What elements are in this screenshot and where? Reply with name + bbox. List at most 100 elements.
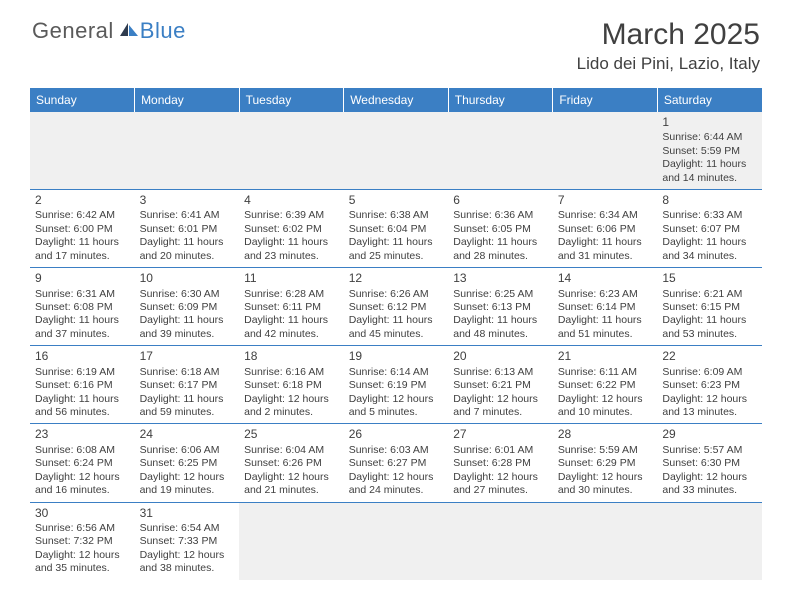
col-thursday: Thursday: [448, 88, 553, 112]
daylight-line-1: Daylight: 11 hours: [349, 314, 444, 327]
daylight-line-1: Daylight: 12 hours: [349, 471, 444, 484]
day-number: 17: [140, 349, 235, 364]
logo-sail-icon: [118, 21, 140, 39]
calendar-cell: 30Sunrise: 6:56 AMSunset: 7:32 PMDayligh…: [30, 502, 135, 580]
calendar-table: Sunday Monday Tuesday Wednesday Thursday…: [30, 88, 762, 580]
sunset-line: Sunset: 6:25 PM: [140, 457, 235, 470]
calendar-cell: [448, 112, 553, 190]
day-number: 7: [558, 193, 653, 208]
calendar-cell: 28Sunrise: 5:59 AMSunset: 6:29 PMDayligh…: [553, 424, 658, 502]
calendar-cell: 1Sunrise: 6:44 AMSunset: 5:59 PMDaylight…: [657, 112, 762, 190]
daylight-line-2: and 17 minutes.: [35, 250, 130, 263]
daylight-line-1: Daylight: 12 hours: [453, 471, 548, 484]
daylight-line-2: and 28 minutes.: [453, 250, 548, 263]
sunrise-line: Sunrise: 6:28 AM: [244, 288, 339, 301]
daylight-line-1: Daylight: 11 hours: [140, 314, 235, 327]
daylight-line-2: and 42 minutes.: [244, 328, 339, 341]
col-friday: Friday: [553, 88, 658, 112]
daylight-line-2: and 59 minutes.: [140, 406, 235, 419]
calendar-cell: 24Sunrise: 6:06 AMSunset: 6:25 PMDayligh…: [135, 424, 240, 502]
calendar-cell: 3Sunrise: 6:41 AMSunset: 6:01 PMDaylight…: [135, 190, 240, 268]
calendar-cell: 15Sunrise: 6:21 AMSunset: 6:15 PMDayligh…: [657, 268, 762, 346]
calendar-cell: [448, 502, 553, 580]
daylight-line-2: and 2 minutes.: [244, 406, 339, 419]
daylight-line-1: Daylight: 12 hours: [558, 393, 653, 406]
location: Lido dei Pini, Lazio, Italy: [577, 54, 760, 74]
calendar-cell: [344, 112, 449, 190]
calendar-cell: 18 Sunrise: 6:16 AMSunset: 6:18 PMDayligh…: [239, 346, 344, 424]
sunrise-line: Sunrise: 6:56 AM: [35, 522, 130, 535]
day-number: 10: [140, 271, 235, 286]
calendar-cell: [553, 502, 658, 580]
daylight-line-1: Daylight: 12 hours: [662, 393, 757, 406]
daylight-line-2: and 33 minutes.: [662, 484, 757, 497]
calendar-cell: 9Sunrise: 6:31 AMSunset: 6:08 PMDaylight…: [30, 268, 135, 346]
sunset-line: Sunset: 6:06 PM: [558, 223, 653, 236]
daylight-line-1: Daylight: 11 hours: [140, 236, 235, 249]
daylight-line-1: Daylight: 12 hours: [349, 393, 444, 406]
day-number: 19: [349, 349, 444, 364]
daylight-line-1: Daylight: 12 hours: [244, 393, 339, 406]
sunset-line: Sunset: 6:17 PM: [140, 379, 235, 392]
calendar-cell: 27Sunrise: 6:01 AMSunset: 6:28 PMDayligh…: [448, 424, 553, 502]
col-wednesday: Wednesday: [344, 88, 449, 112]
sunrise-line: Sunrise: 6:19 AM: [35, 366, 130, 379]
day-number: 13: [453, 271, 548, 286]
calendar-cell: 22Sunrise: 6:09 AMSunset: 6:23 PMDayligh…: [657, 346, 762, 424]
daylight-line-2: and 25 minutes.: [349, 250, 444, 263]
logo: General Blue: [32, 18, 186, 44]
calendar-cell: [239, 112, 344, 190]
sunrise-line: Sunrise: 6:16 AM: [244, 366, 339, 379]
calendar-row: 23Sunrise: 6:08 AMSunset: 6:24 PMDayligh…: [30, 424, 762, 502]
daylight-line-2: and 13 minutes.: [662, 406, 757, 419]
col-monday: Monday: [135, 88, 240, 112]
day-number: 18: [244, 349, 339, 364]
sunset-line: Sunset: 6:13 PM: [453, 301, 548, 314]
sunset-line: Sunset: 6:05 PM: [453, 223, 548, 236]
sunrise-line: Sunrise: 6:21 AM: [662, 288, 757, 301]
day-number: 28: [558, 427, 653, 442]
calendar-cell: 19Sunrise: 6:14 AMSunset: 6:19 PMDayligh…: [344, 346, 449, 424]
sunrise-line: Sunrise: 6:01 AM: [453, 444, 548, 457]
daylight-line-2: and 16 minutes.: [35, 484, 130, 497]
sunset-line: Sunset: 6:12 PM: [349, 301, 444, 314]
sunrise-line: Sunrise: 6:13 AM: [453, 366, 548, 379]
calendar-cell: 13Sunrise: 6:25 AMSunset: 6:13 PMDayligh…: [448, 268, 553, 346]
daylight-line-2: and 24 minutes.: [349, 484, 444, 497]
daylight-line-1: Daylight: 11 hours: [662, 314, 757, 327]
sunset-line: Sunset: 6:15 PM: [662, 301, 757, 314]
day-number: 16: [35, 349, 130, 364]
sunset-line: Sunset: 6:00 PM: [35, 223, 130, 236]
sunset-line: Sunset: 6:26 PM: [244, 457, 339, 470]
daylight-line-1: Daylight: 11 hours: [662, 158, 757, 171]
calendar-row: 2Sunrise: 6:42 AMSunset: 6:00 PMDaylight…: [30, 190, 762, 268]
day-number: 8: [662, 193, 757, 208]
daylight-line-1: Daylight: 12 hours: [140, 471, 235, 484]
daylight-line-2: and 30 minutes.: [558, 484, 653, 497]
sunrise-line: Sunrise: 6:04 AM: [244, 444, 339, 457]
calendar-cell: 23Sunrise: 6:08 AMSunset: 6:24 PMDayligh…: [30, 424, 135, 502]
sunrise-line: Sunrise: 6:44 AM: [662, 131, 757, 144]
day-number: 30: [35, 506, 130, 521]
sunset-line: Sunset: 6:18 PM: [244, 379, 339, 392]
daylight-line-2: and 10 minutes.: [558, 406, 653, 419]
calendar-header-row: Sunday Monday Tuesday Wednesday Thursday…: [30, 88, 762, 112]
day-number: 6: [453, 193, 548, 208]
calendar-cell: 21Sunrise: 6:11 AMSunset: 6:22 PMDayligh…: [553, 346, 658, 424]
sunrise-line: Sunrise: 6:09 AM: [662, 366, 757, 379]
daylight-line-1: Daylight: 11 hours: [35, 314, 130, 327]
daylight-line-2: and 45 minutes.: [349, 328, 444, 341]
daylight-line-2: and 37 minutes.: [35, 328, 130, 341]
month-title: March 2025: [577, 18, 760, 52]
sunset-line: Sunset: 6:27 PM: [349, 457, 444, 470]
title-block: March 2025 Lido dei Pini, Lazio, Italy: [577, 18, 760, 74]
day-number: 5: [349, 193, 444, 208]
calendar-cell: 8Sunrise: 6:33 AMSunset: 6:07 PMDaylight…: [657, 190, 762, 268]
daylight-line-1: Daylight: 12 hours: [35, 549, 130, 562]
day-number: 26: [349, 427, 444, 442]
sunset-line: Sunset: 7:32 PM: [35, 535, 130, 548]
logo-text-1: General: [32, 18, 114, 44]
calendar-body: 1Sunrise: 6:44 AMSunset: 5:59 PMDaylight…: [30, 112, 762, 580]
sunset-line: Sunset: 6:29 PM: [558, 457, 653, 470]
day-number: 31: [140, 506, 235, 521]
